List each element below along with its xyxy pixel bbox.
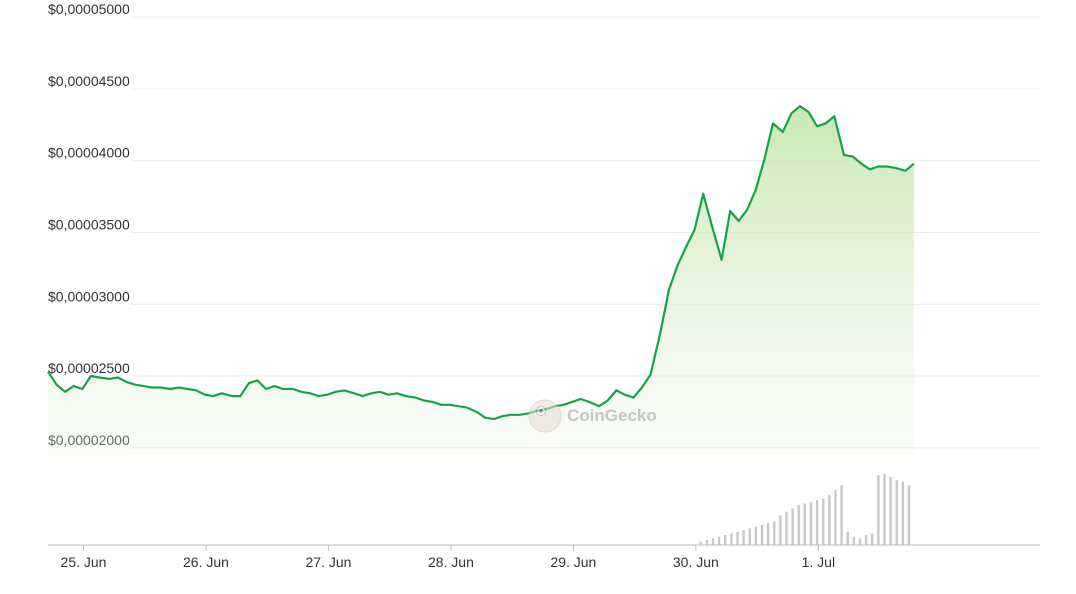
- volume-bar-18: [809, 501, 813, 545]
- volume-bar-11: [766, 523, 770, 545]
- volume-bar-34: [907, 485, 911, 545]
- volume-bar-30: [883, 473, 886, 545]
- volume-bar-15: [791, 508, 794, 545]
- price-series-line: [47, 105, 915, 421]
- coingecko-watermark: CoinGecko: [528, 399, 657, 433]
- volume-bar-21: [828, 495, 831, 545]
- volume-bar-33: [901, 481, 905, 545]
- x-tick-label-0: 25. Jun: [61, 554, 107, 570]
- x-tick-label-6: 1. Jul: [802, 554, 835, 570]
- volume-bar-0: [699, 541, 702, 545]
- x-tick-label-3: 28. Jun: [428, 554, 474, 570]
- volume-bar-32: [895, 480, 898, 545]
- y-tick-label-6: $0,00005000: [48, 1, 130, 17]
- x-tick-label-1: 26. Jun: [183, 554, 229, 570]
- volume-bar-25: [852, 536, 856, 545]
- y-tick-label-1: $0,00002500: [48, 360, 130, 376]
- x-tick-label-5: 30. Jun: [673, 554, 719, 570]
- price-area-fill: [48, 106, 914, 455]
- volume-bar-16: [797, 505, 800, 545]
- price-line: [47, 105, 915, 421]
- volume-bar-13: [779, 515, 782, 545]
- volume-bar-2: [711, 538, 715, 545]
- volume-bar-12: [773, 521, 776, 545]
- price-area: [48, 106, 914, 455]
- volume-bar-26: [858, 538, 862, 545]
- volume-bar-10: [760, 525, 764, 545]
- volume-bar-22: [834, 490, 837, 545]
- watermark-label: CoinGecko: [567, 406, 657, 425]
- x-tick-label-2: 27. Jun: [305, 554, 351, 570]
- volume-bar-23: [840, 485, 843, 545]
- grid-layer: [130, 16, 1040, 449]
- volume-bars: [699, 473, 911, 545]
- y-tick-label-5: $0,00004500: [48, 73, 130, 89]
- volume-bar-7: [742, 530, 745, 545]
- volume-bar-29: [877, 475, 880, 545]
- y-tick-label-3: $0,00003500: [48, 217, 130, 233]
- volume-bar-17: [803, 503, 807, 545]
- y-tick-label-2: $0,00003000: [48, 288, 130, 304]
- y-tick-label-4: $0,00004000: [48, 145, 130, 161]
- x-axis: 25. Jun 26. Jun 27. Jun 28. Jun 29. Jun 30. J…: [48, 544, 1040, 570]
- volume-bar-5: [730, 533, 733, 545]
- volume-bar-14: [785, 511, 788, 545]
- volume-bar-1: [705, 540, 709, 545]
- volume-bar-19: [815, 500, 819, 545]
- volume-bar-24: [846, 531, 849, 545]
- volume-bar-27: [864, 535, 868, 545]
- x-tick-label-4: 29. Jun: [550, 554, 596, 570]
- volume-bar-31: [889, 476, 892, 545]
- volume-bar-9: [754, 526, 758, 545]
- volume-bar-28: [871, 533, 874, 545]
- gecko-logo-icon: [528, 399, 562, 433]
- volume-bar-4: [724, 535, 727, 545]
- gecko-pupil-icon: [539, 409, 543, 413]
- volume-bar-3: [717, 536, 721, 545]
- volume-bar-8: [748, 528, 751, 545]
- y-axis: $0,00002000$0,00002500$0,00003000$0,0000…: [48, 1, 130, 448]
- volume-bar-6: [736, 531, 739, 545]
- volume-bar-20: [822, 498, 825, 545]
